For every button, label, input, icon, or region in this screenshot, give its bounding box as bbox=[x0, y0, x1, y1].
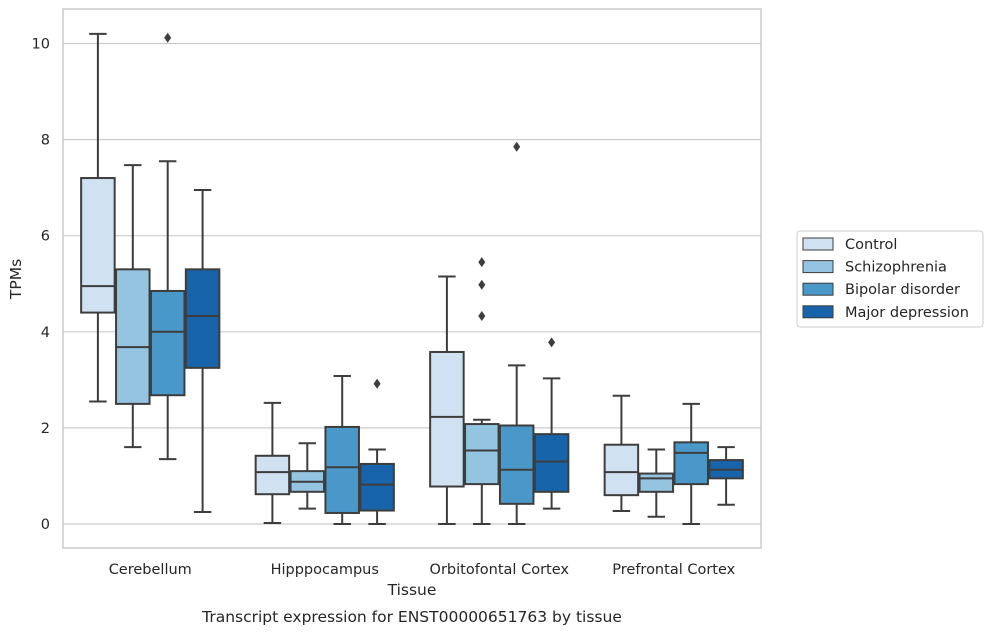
plot-area-frame bbox=[62, 8, 762, 549]
box-body bbox=[359, 462, 395, 512]
box-body bbox=[254, 454, 291, 496]
box-body bbox=[464, 423, 500, 486]
box bbox=[673, 402, 709, 525]
box-body bbox=[533, 433, 570, 493]
box bbox=[359, 378, 395, 525]
box-body bbox=[498, 424, 535, 505]
outlier-point bbox=[478, 310, 486, 321]
legend-swatch bbox=[802, 237, 834, 251]
legend-frame bbox=[796, 230, 984, 328]
box-plot-series bbox=[80, 32, 744, 525]
legend-label: Bipolar disorder bbox=[845, 282, 960, 298]
outlier-point bbox=[373, 378, 381, 389]
box bbox=[603, 394, 640, 513]
outlier-point bbox=[513, 141, 521, 152]
box-body bbox=[149, 289, 186, 397]
outlier-point bbox=[478, 257, 486, 268]
box bbox=[498, 141, 535, 525]
box bbox=[638, 448, 675, 518]
legend-item: Major depression bbox=[802, 305, 969, 321]
box-body bbox=[638, 472, 675, 493]
box bbox=[80, 32, 116, 403]
legend: Control Schizophrenia Bipolar disorder Majo… bbox=[796, 230, 984, 328]
y-tick-label: 0 bbox=[41, 517, 50, 533]
box bbox=[464, 257, 500, 525]
x-axis-ticks: Cerebellum Hipppocampus Orbitofontal Corte… bbox=[109, 562, 736, 578]
legend-label: Major depression bbox=[845, 305, 969, 321]
x-tick-label: Prefrontal Cortex bbox=[612, 562, 735, 578]
box bbox=[289, 442, 326, 510]
box-body bbox=[603, 443, 640, 497]
box-body bbox=[115, 268, 151, 405]
box bbox=[149, 32, 186, 461]
box-body bbox=[429, 350, 465, 488]
legend-swatch bbox=[802, 260, 834, 274]
y-axis-ticks: 0 2 4 6 8 10 bbox=[32, 37, 50, 534]
chart-caption: Transcript expression for ENST0000065176… bbox=[201, 608, 622, 626]
box-body bbox=[324, 425, 360, 514]
x-tick-label: Orbitofontal Cortex bbox=[430, 562, 570, 578]
legend-swatch bbox=[802, 282, 834, 296]
legend-label: Control bbox=[845, 237, 897, 253]
legend-swatch bbox=[802, 305, 834, 319]
legend-item: Schizophrenia bbox=[802, 260, 947, 276]
box bbox=[708, 446, 744, 506]
y-tick-label: 10 bbox=[32, 37, 50, 53]
outlier-point bbox=[548, 337, 556, 348]
legend-label: Schizophrenia bbox=[845, 260, 947, 276]
legend-item: Bipolar disorder bbox=[802, 282, 960, 298]
x-axis-label: Tissue bbox=[387, 581, 437, 599]
box bbox=[429, 275, 465, 525]
box bbox=[254, 401, 291, 525]
box-body bbox=[184, 268, 221, 369]
box bbox=[184, 189, 221, 513]
y-tick-label: 8 bbox=[41, 133, 50, 149]
x-tick-label: Cerebellum bbox=[109, 562, 192, 578]
y-axis-label: TPMs bbox=[7, 259, 25, 300]
box-body bbox=[673, 441, 709, 486]
box-body bbox=[80, 177, 116, 314]
y-tick-label: 4 bbox=[41, 325, 50, 341]
outlier-point bbox=[478, 279, 486, 290]
box bbox=[533, 337, 570, 510]
y-tick-label: 2 bbox=[41, 421, 50, 437]
box bbox=[115, 164, 151, 449]
outlier-point bbox=[164, 32, 172, 43]
legend-item: Control bbox=[802, 237, 897, 253]
x-tick-label: Hipppocampus bbox=[271, 562, 379, 578]
y-tick-label: 6 bbox=[41, 229, 50, 245]
box bbox=[324, 375, 360, 525]
